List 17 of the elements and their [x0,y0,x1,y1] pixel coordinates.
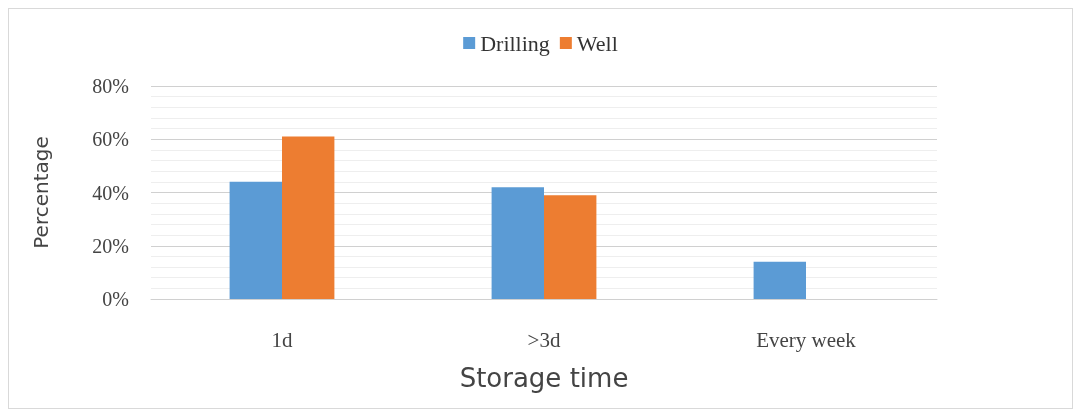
x-tick-label: >3d [527,327,561,352]
y-tick-label: 20% [92,234,129,257]
legend-label: Drilling [480,30,550,56]
bar [282,136,335,299]
y-tick-label: 0% [102,288,129,310]
y-tick-label: 40% [92,181,129,204]
y-tick-label: 60% [92,128,129,151]
bar [753,261,806,299]
y-axis-title: Percentage [29,136,53,249]
legend-label: Well [576,30,618,56]
x-tick-label: 1d [271,327,293,352]
bar [544,195,597,299]
bar [229,181,282,299]
x-tick-label: Every week [756,327,857,352]
y-tick-label: 80% [92,75,129,97]
x-axis-title: Storage time [459,363,629,393]
bar [491,187,544,299]
